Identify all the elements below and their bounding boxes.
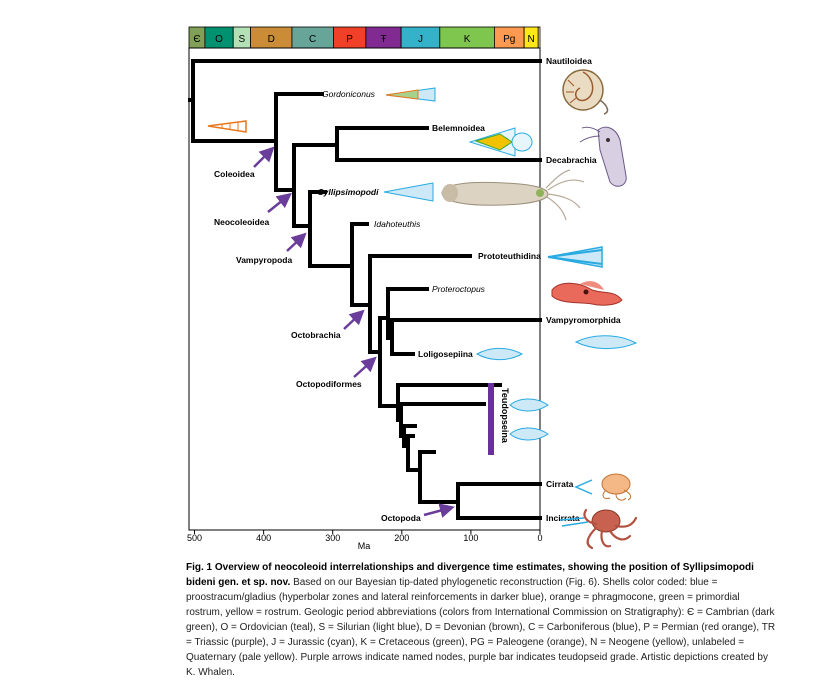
arrow-octopodiformes [353,356,377,378]
node-octopoda: Octopoda [381,513,421,523]
period-label-permian: P [346,34,353,45]
nautilus-illustration [562,69,609,115]
plot-frame [188,47,541,531]
syllipsimopodi-illustration [441,169,585,221]
tree-branches [188,59,542,520]
phylogeny-figure: Є O S D C P Ŧ J K Pg N 500 400 300 200 100 0 Ma [187,26,638,551]
label-proteroctopus: Proteroctopus [432,284,486,294]
node-arrows [253,146,455,518]
node-neocoleoidea: Neocoleoidea [214,217,270,227]
axis-tick-label: 400 [256,533,271,543]
period-quaternary [537,26,541,49]
teudopseina-bar [488,383,494,455]
period-label-carboniferous: C [309,34,316,45]
node-vampyropoda: Vampyropoda [236,255,292,265]
axis-tick-label: 200 [394,533,409,543]
octopus-illustration [583,508,638,550]
label-loligosepiina: Loligosepiina [418,349,473,359]
label-syllipsimopodi: Syllipsimopodi [318,187,379,197]
vampyromorph-illustration [551,281,623,306]
squid-illustration [579,126,627,187]
node-coleoidea: Coleoidea [214,169,255,179]
period-label-cretaceous: K [464,34,471,45]
arrow-octopoda [423,503,455,518]
label-prototeuthidina: Prototeuthidina [478,251,541,261]
period-label-triassic: Ŧ [380,34,386,45]
label-nautiloidea: Nautiloidea [546,56,592,66]
caption-body: Based on our Bayesian tip-dated phylogen… [186,577,776,678]
axis-tick-label: 500 [187,533,202,543]
axis-label: Ma [358,541,371,551]
shell-teudo-2-icon [509,427,549,441]
period-label-cambrian: Є [193,34,200,45]
cirrate-illustration [601,473,632,501]
period-label-paleogene: Pg [503,34,515,45]
animal-illustrations [441,69,638,550]
node-labels: Coleoidea Neocoleoidea Vampyropoda Octob… [214,169,421,523]
shell-syllipsimopodi-icon [383,182,434,202]
shell-vampyromorphida-icon [574,335,638,349]
axis-tick-label: 0 [537,533,542,543]
arrow-vampyropoda [286,232,307,252]
shell-coleoidea-icon [207,120,247,133]
figure-caption: Fig. 1 Overview of neocoleoid interrelat… [186,560,776,680]
arrow-octobrachia [343,309,365,330]
label-vampyromorphida: Vampyromorphida [546,315,621,325]
shell-prototeuthidina-icon [547,246,603,268]
label-belemnoidea: Belemnoidea [432,123,485,133]
shell-loligosepiina-icon [475,347,524,361]
shell-incirrata-icon [559,517,589,527]
axis-tick-label: 300 [325,533,340,543]
period-label-neogene: N [528,34,535,45]
shell-cirrata-icon [574,479,593,495]
period-label-jurassic: J [418,34,423,45]
teudopseina-label: Teudopseina [500,388,510,444]
caption-title: Fig. 1 Overview of neocoleoid interrelat… [186,562,754,588]
period-bar: Є O S D C P Ŧ J K Pg N [188,26,541,49]
label-incirrata: Incirrata [546,513,580,523]
label-idahoteuthis: Idahoteuthis [374,219,421,229]
period-label-ordovician: O [215,34,223,45]
label-decabrachia: Decabrachia [546,155,597,165]
shell-icons [207,87,638,527]
label-gordoniconus: Gordoniconus [322,89,376,99]
arrow-neocoleoidea [267,192,292,213]
taxon-labels: Nautiloidea Gordoniconus Belemnoidea Dec… [318,56,621,523]
arrow-coleoidea [253,146,275,168]
node-octopodiformes: Octopodiformes [296,379,362,389]
period-label-devonian: D [268,34,275,45]
period-label-silurian: S [239,34,246,45]
time-axis: 500 400 300 200 100 0 [187,530,543,543]
node-octobrachia: Octobrachia [291,330,341,340]
label-cirrata: Cirrata [546,479,574,489]
shell-teudo-1-icon [509,398,549,412]
axis-tick-label: 100 [463,533,478,543]
